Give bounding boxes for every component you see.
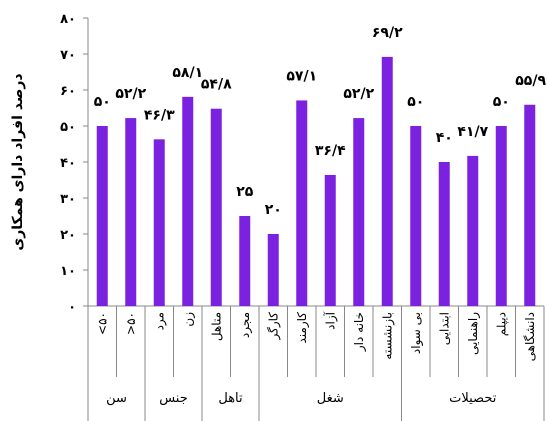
data-label: ۵۰: [407, 94, 424, 110]
bar: [125, 118, 137, 306]
data-label: ۵۸/۱: [172, 65, 203, 81]
category-label: آزاد: [322, 311, 338, 329]
bar: [495, 126, 507, 306]
data-label: ۵۲/۲: [115, 86, 146, 102]
category-label: کارمند: [295, 312, 310, 344]
category-label: بی سواد: [409, 312, 424, 354]
data-label: ۵۰: [493, 94, 510, 110]
bar: [239, 216, 251, 306]
labels: ۰ ۱۰ ۲۰ ۳۰ ۴۰ ۵۰ ۶۰ ۷۰ ۸۰ درصد افراد دارای همکاری…: [10, 12, 546, 406]
y-axis-label: درصد افراد دارای همکاری: [10, 73, 26, 250]
data-label: ۳۶/۴: [315, 143, 346, 159]
bar: [381, 56, 393, 306]
y-tick-label: ۸۰: [60, 12, 76, 27]
data-label: ۲۵: [236, 184, 254, 200]
y-tick-label: ۴۰: [60, 156, 76, 171]
category-label: ۵۰>: [95, 312, 109, 335]
data-label: ۴۱/۷: [457, 124, 488, 140]
y-tick-label: ۰: [68, 300, 76, 315]
category-label: مجرد: [238, 312, 253, 338]
category-label: مرد: [152, 312, 167, 330]
bar: [182, 96, 194, 306]
data-label: ۵۵/۹: [515, 73, 546, 89]
bar: [467, 155, 479, 306]
y-tick-label: ۵۰: [60, 120, 76, 135]
data-label: ۴۶/۳: [144, 107, 175, 123]
category-label: ۵۰<: [124, 312, 138, 335]
y-tick-label: ۶۰: [60, 84, 76, 99]
y-tick-label: ۳۰: [60, 192, 76, 207]
category-label: دیپلم: [494, 312, 508, 336]
group-label: تاهل: [218, 391, 243, 406]
y-tick-label: ۱۰: [60, 264, 76, 279]
bar: [210, 108, 222, 306]
bar: [153, 139, 165, 306]
bar: [353, 118, 365, 306]
data-label: ۶۹/۲: [372, 25, 403, 41]
y-tick-label: ۷۰: [60, 48, 76, 63]
category-label: کارگر: [266, 312, 281, 341]
group-label: جنس: [159, 391, 188, 406]
category-label: خانه دار: [352, 312, 367, 352]
data-label: ۵۲/۲: [343, 86, 374, 102]
y-tick-label: ۲۰: [60, 228, 76, 243]
data-label: ۴۰: [436, 130, 453, 146]
bar: [296, 100, 308, 306]
category-label: زن: [181, 312, 196, 327]
group-label: شغل: [317, 391, 344, 406]
category-label: راهنمایی: [466, 312, 481, 355]
bar: [410, 126, 422, 306]
category-label: بازنشسته: [380, 312, 395, 360]
bar: [267, 234, 279, 306]
bar: [96, 126, 108, 306]
bar: [438, 162, 450, 306]
category-label: متاهل: [209, 312, 223, 341]
bar: [524, 104, 536, 306]
group-label: تحصیلات: [449, 391, 497, 406]
bars: [96, 56, 536, 306]
group-label: سن: [106, 391, 127, 406]
data-label: ۵۴/۸: [201, 77, 232, 93]
data-label: ۵۰: [94, 94, 111, 110]
bar: [324, 174, 336, 306]
category-label: دانشگاهی: [523, 312, 537, 361]
data-label: ۲۰: [265, 202, 282, 218]
category-label: ابتدایی: [437, 312, 451, 345]
data-label: ۵۷/۱: [286, 68, 317, 84]
